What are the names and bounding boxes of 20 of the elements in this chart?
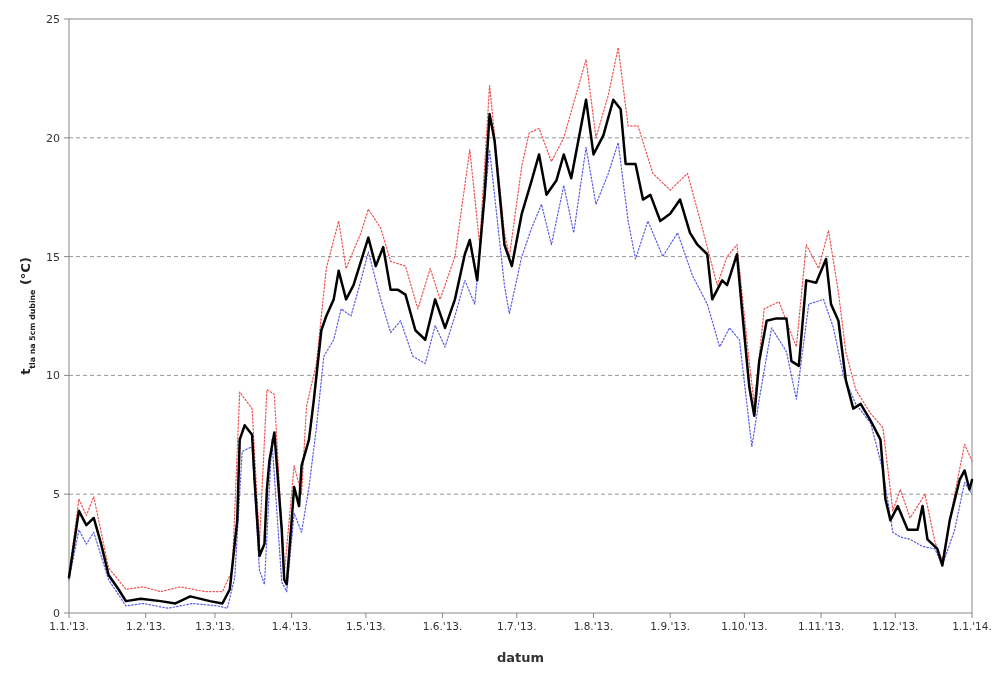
y-tick-label: 25 (46, 13, 60, 26)
x-tick-label: 1.4.'13. (271, 620, 312, 632)
x-axis-title: datum (496, 650, 545, 665)
x-tick-label: 1.11.'13. (797, 620, 845, 632)
x-tick-label: 1.12.'13. (872, 620, 919, 632)
x-tick-label: 1.10.'13. (721, 620, 768, 632)
y-tick-label: 0 (53, 607, 60, 620)
x-tick-label: 1.1.'13. (49, 620, 89, 632)
x-tick-label: 1.2.'13. (125, 620, 166, 632)
y-tick-label: 10 (46, 369, 60, 383)
x-tick-label: 1.8.'13. (573, 620, 614, 632)
x-tick-label: 1.7.'13. (496, 620, 537, 632)
x-tick-label: 1.6.'13. (422, 620, 463, 632)
x-tick-label: 1.1.'14. (952, 620, 992, 632)
x-tick-label: 1.5.'13. (346, 620, 386, 632)
y-tick-label: 5 (53, 488, 60, 502)
x-tick-label: 1.9.'13. (650, 620, 690, 632)
x-tick-label: 1.3.'13. (195, 620, 235, 632)
y-tick-label: 20 (46, 131, 60, 145)
y-tick-label: 15 (46, 250, 60, 264)
